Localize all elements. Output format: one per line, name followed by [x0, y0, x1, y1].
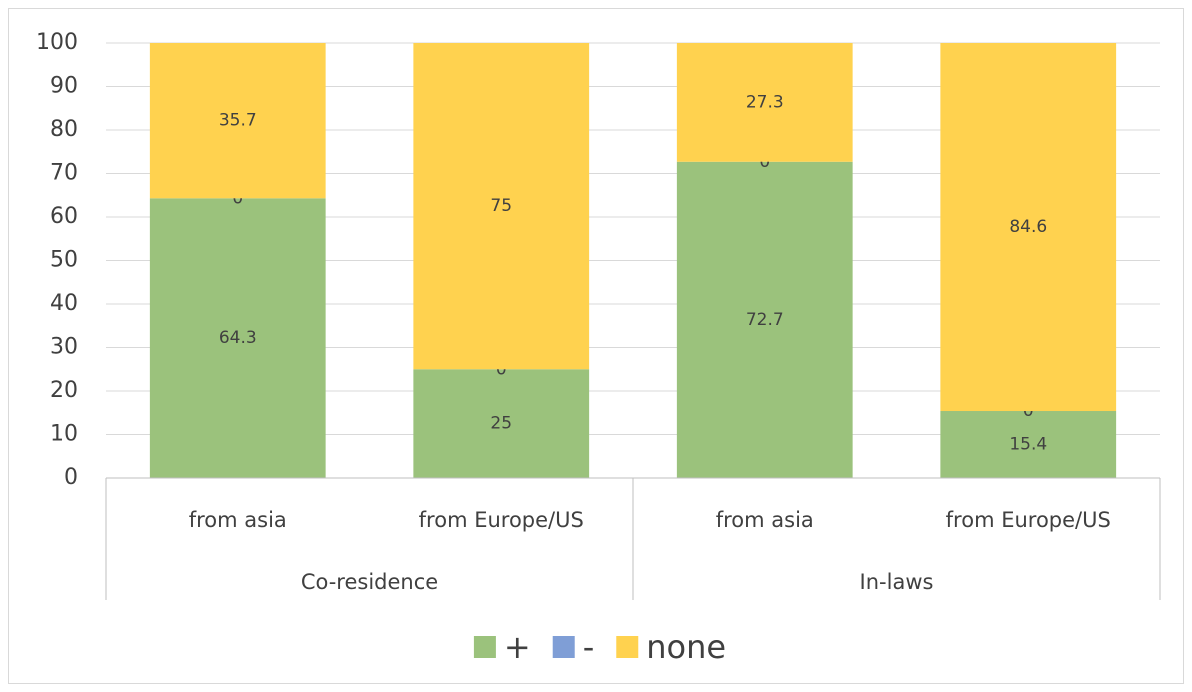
y-tick-label: 40	[50, 291, 78, 316]
group-label: Co-residence	[301, 570, 438, 594]
bar-segment	[940, 43, 1117, 412]
bar-segment	[149, 198, 326, 479]
y-tick-label: 80	[50, 117, 78, 142]
bar-segment	[413, 369, 590, 478]
legend-label: none	[646, 628, 726, 666]
data-label: 35.7	[219, 111, 257, 131]
data-label: 27.3	[746, 92, 784, 112]
bar-segment	[676, 161, 853, 478]
y-tick-label: 30	[50, 335, 78, 360]
data-label: 75	[490, 196, 512, 216]
data-label: 72.7	[746, 310, 784, 330]
x-tick-label: from asia	[189, 508, 287, 532]
x-tick-label: from Europe/US	[419, 508, 584, 532]
y-tick-label: 100	[36, 30, 78, 55]
x-tick-label: from Europe/US	[946, 508, 1111, 532]
legend-swatch	[552, 636, 575, 658]
legend-label: -	[583, 628, 595, 666]
x-tick-label: from asia	[716, 508, 814, 532]
y-tick-label: 50	[50, 248, 78, 273]
data-label: 25	[490, 414, 512, 434]
legend-swatch	[473, 636, 496, 658]
data-label: 15.4	[1009, 435, 1047, 455]
legend-label: +	[504, 628, 531, 666]
y-tick-label: 60	[50, 204, 78, 229]
bar-segment	[940, 411, 1117, 478]
group-label: In-laws	[860, 570, 934, 594]
y-tick-label: 10	[50, 422, 78, 447]
y-tick-label: 90	[50, 74, 78, 99]
bar-segment	[149, 43, 326, 199]
legend-swatch	[616, 636, 639, 658]
y-tick-label: 20	[50, 378, 78, 403]
bar-segment	[413, 43, 590, 370]
y-tick-label: 0	[64, 465, 78, 490]
data-label: 64.3	[219, 328, 257, 348]
y-tick-label: 70	[50, 161, 78, 186]
bar-segment	[676, 43, 853, 162]
data-label: 84.6	[1009, 217, 1047, 237]
